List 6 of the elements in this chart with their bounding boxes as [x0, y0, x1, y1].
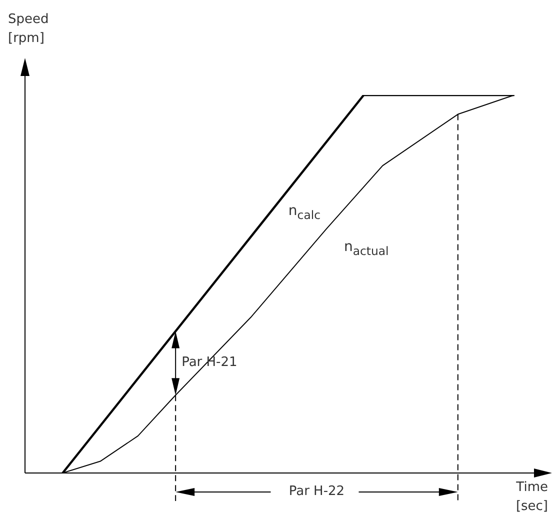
- annotation: Par H-21: [182, 355, 238, 370]
- series-label: n$_{calc}$: [288, 203, 320, 222]
- y-axis-title: Speed [rpm]: [8, 12, 49, 46]
- x-axis-title: Time [sec]: [516, 480, 548, 514]
- series-label: n$_{actual}$: [344, 239, 389, 258]
- text: Par H-22: [288, 484, 345, 499]
